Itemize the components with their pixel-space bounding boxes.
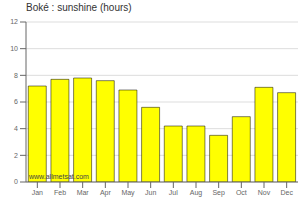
svg-text:Mar: Mar: [77, 189, 90, 196]
svg-text:4: 4: [14, 125, 18, 132]
svg-text:8: 8: [14, 72, 18, 79]
svg-text:Dec: Dec: [280, 189, 293, 196]
svg-text:Nov: Nov: [258, 189, 271, 196]
html-text:Boké : sunshine (hours): Boké : sunshine (hours): [26, 2, 132, 13]
html-text:www.allmetsat.com: www.allmetsat.com: [29, 173, 89, 180]
svg-text:Jul: Jul: [169, 189, 178, 196]
svg-text:Sep: Sep: [212, 189, 225, 197]
svg-text:Apr: Apr: [100, 189, 112, 197]
svg-text:6: 6: [14, 98, 18, 105]
svg-text:10: 10: [10, 45, 18, 52]
svg-text:12: 12: [10, 18, 18, 25]
svg-text:Aug: Aug: [190, 189, 203, 197]
svg-text:May: May: [121, 189, 135, 197]
svg-text:Feb: Feb: [54, 189, 66, 196]
svg-text:2: 2: [14, 152, 18, 159]
svg-text:Jun: Jun: [145, 189, 156, 196]
svg-text:Oct: Oct: [236, 189, 247, 196]
svg-text:0: 0: [14, 178, 18, 185]
svg-text:Jan: Jan: [32, 189, 43, 196]
